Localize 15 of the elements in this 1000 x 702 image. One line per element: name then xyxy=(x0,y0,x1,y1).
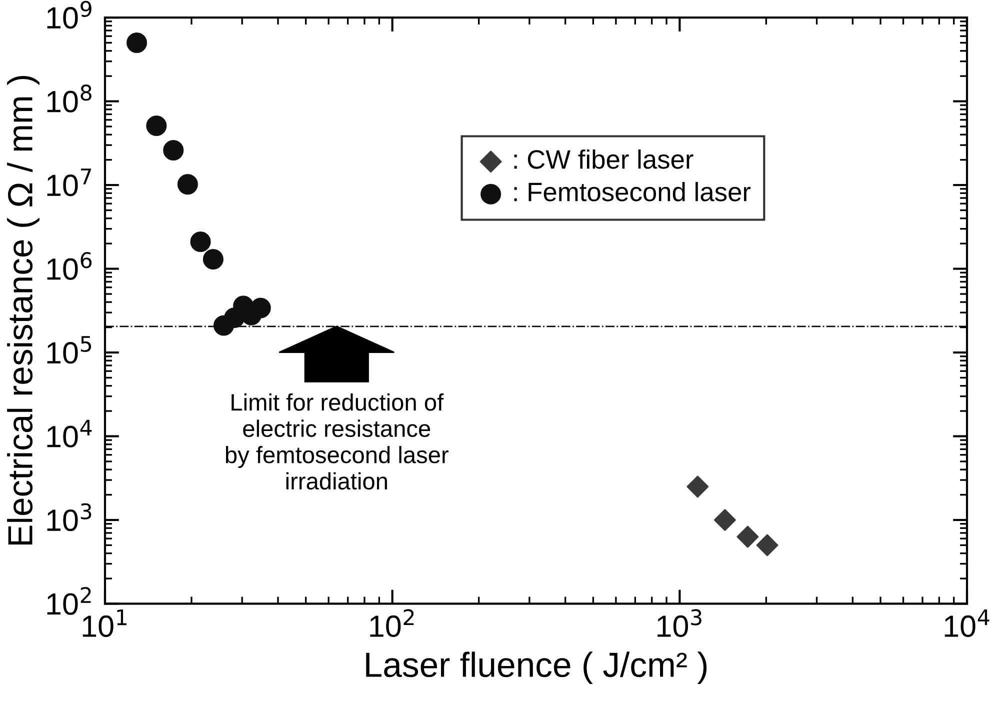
y-tick-label: 10$^{8}$ xyxy=(47,84,92,112)
y-tick-label: 10$^{3}$ xyxy=(47,503,92,532)
y-tick-label: 10$^{6}$ xyxy=(47,252,92,280)
annotation: Limit for reduction of electric resistance by femtosecond laser irradiation xyxy=(226,393,448,490)
x-tick-label: 10$^{3}$ xyxy=(658,609,702,638)
x-tick-label: 10$^{4}$ xyxy=(944,609,990,638)
legend-label: : Femtosecond laser xyxy=(514,182,751,202)
x-tick-label: 10$^{2}$ xyxy=(370,609,414,638)
y-tick-label: 10$^{5}$ xyxy=(47,336,92,364)
y-tick-label: 10$^{7}$ xyxy=(47,168,92,196)
legend-label: : CW fiber laser xyxy=(514,149,694,169)
y-tick-label: 10$^{9}$ xyxy=(47,0,92,29)
y-tick-label: 10$^{4}$ xyxy=(47,420,92,448)
x-axis-title: Laser fluence ( J/cm² ) xyxy=(366,652,707,684)
y-axis-title: Electrical resistance ( Ω / mm ) xyxy=(7,76,40,545)
